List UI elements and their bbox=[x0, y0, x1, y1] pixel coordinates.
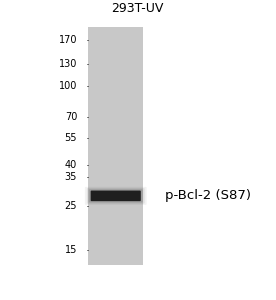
FancyBboxPatch shape bbox=[91, 190, 141, 201]
Text: 293T-UV: 293T-UV bbox=[112, 2, 164, 15]
Text: p-Bcl-2 (S87): p-Bcl-2 (S87) bbox=[165, 189, 251, 203]
Text: 70: 70 bbox=[65, 112, 77, 122]
FancyBboxPatch shape bbox=[87, 188, 145, 204]
Text: 55: 55 bbox=[65, 133, 77, 143]
Bar bbox=[88, 27, 143, 265]
Text: 170: 170 bbox=[59, 35, 77, 45]
FancyBboxPatch shape bbox=[85, 187, 147, 205]
Text: 40: 40 bbox=[65, 160, 77, 170]
Text: 25: 25 bbox=[65, 201, 77, 211]
Text: 15: 15 bbox=[65, 244, 77, 255]
FancyBboxPatch shape bbox=[89, 189, 143, 203]
Text: 100: 100 bbox=[59, 81, 77, 91]
Text: 35: 35 bbox=[65, 172, 77, 182]
Text: 130: 130 bbox=[59, 58, 77, 69]
